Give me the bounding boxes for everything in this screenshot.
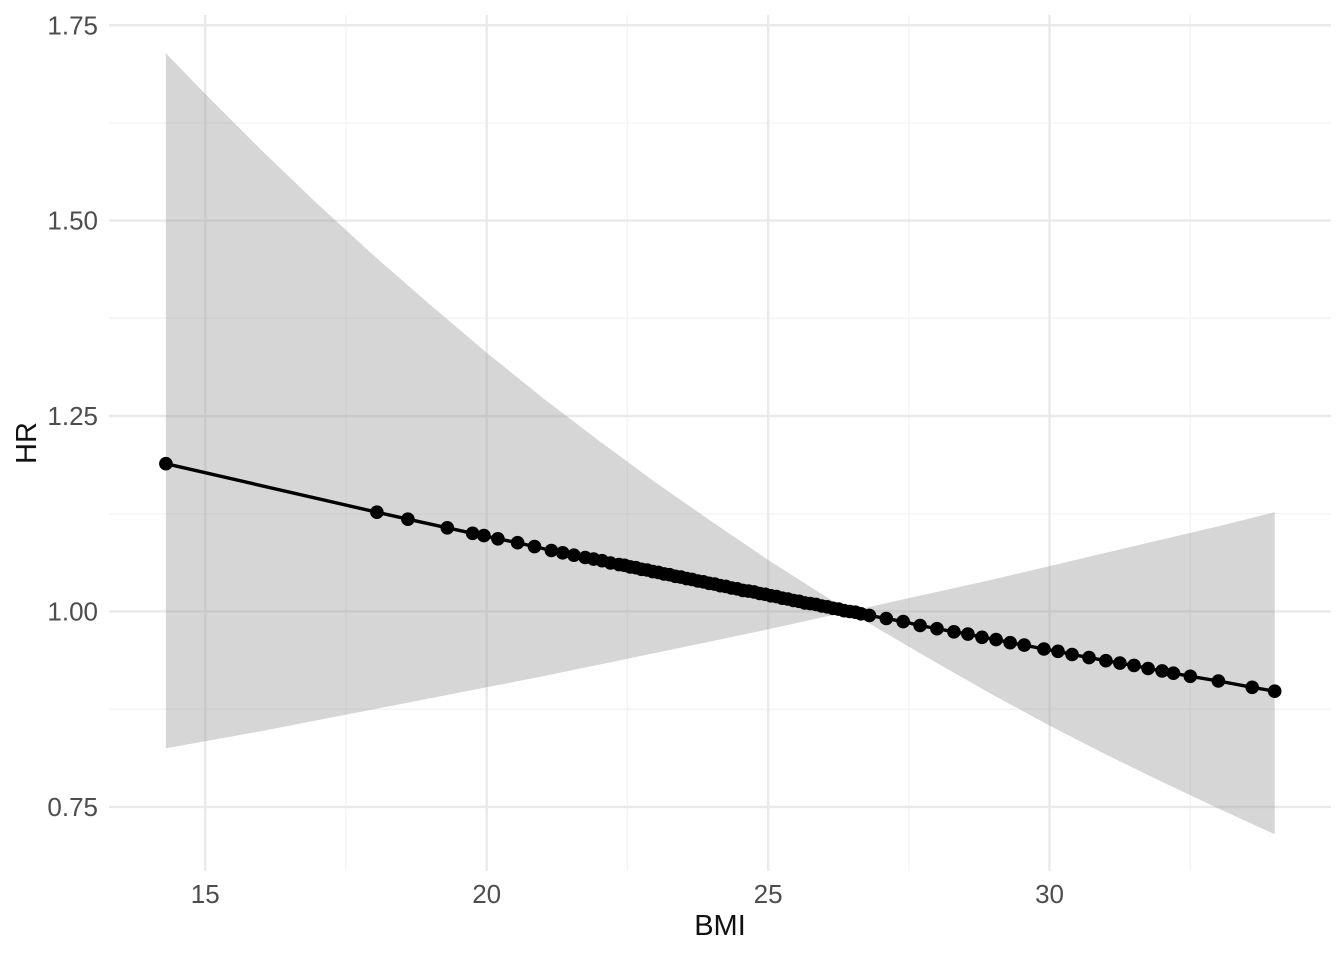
data-point	[1065, 647, 1079, 662]
major-gridlines	[109, 15, 1331, 871]
data-point	[879, 611, 894, 626]
data-point	[896, 614, 910, 629]
data-point	[1127, 658, 1141, 673]
x-tick-label: 30	[1035, 879, 1064, 909]
data-point	[567, 548, 581, 562]
data-point	[1155, 664, 1169, 678]
x-tick-label: 25	[754, 879, 783, 909]
data-point	[1245, 680, 1259, 695]
data-point	[465, 526, 480, 541]
data-point	[913, 618, 927, 633]
y-tick-label: 1.50	[47, 206, 98, 236]
data-point	[1267, 684, 1282, 698]
data-point	[1037, 642, 1051, 656]
data-point	[477, 528, 491, 543]
data-point	[1211, 674, 1226, 688]
data-point	[989, 632, 1003, 647]
data-point	[555, 546, 570, 560]
data-point	[440, 521, 455, 535]
data-point	[961, 627, 975, 641]
minor-gridlines	[109, 15, 1331, 871]
data-point	[947, 625, 961, 639]
y-tick-label: 1.75	[47, 10, 98, 40]
data-point	[159, 456, 173, 471]
data-point	[1082, 650, 1096, 665]
data-point	[930, 621, 944, 636]
y-tick-label: 1.00	[47, 597, 98, 627]
x-tick-label: 20	[472, 879, 501, 909]
x-tick-label: 15	[191, 879, 220, 909]
data-point	[1051, 644, 1065, 659]
data-point	[1113, 656, 1127, 670]
y-tick-label: 1.25	[47, 401, 98, 431]
data-points	[159, 456, 1282, 698]
data-point	[510, 535, 525, 550]
data-point	[1099, 653, 1113, 668]
data-point	[1166, 666, 1181, 680]
y-tick-label: 0.75	[47, 792, 98, 822]
data-point	[1003, 635, 1017, 650]
data-point	[370, 505, 384, 519]
data-point	[527, 539, 542, 554]
x-axis-title: BMI	[694, 910, 746, 942]
x-axis-tick-labels: 15 20 25 30	[191, 879, 1064, 909]
data-point	[975, 630, 989, 645]
data-point	[862, 608, 877, 623]
data-point	[544, 543, 559, 558]
data-point	[491, 532, 505, 546]
confidence-ribbon	[165, 53, 1275, 835]
data-point	[1183, 669, 1198, 684]
data-point	[1017, 638, 1031, 652]
data-point	[1141, 661, 1155, 676]
y-axis-tick-labels: 1.75 1.50 1.25 1.00 0.75	[47, 10, 98, 822]
data-point	[401, 512, 415, 526]
y-axis-title: HR	[11, 422, 43, 464]
